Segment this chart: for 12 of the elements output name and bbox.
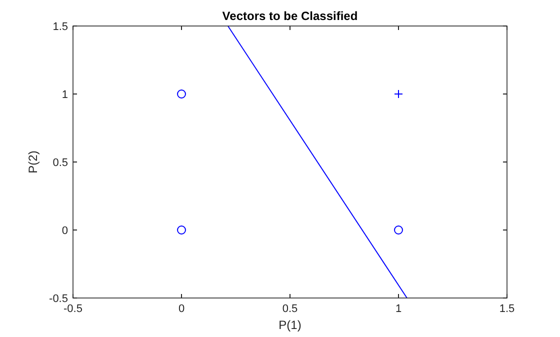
y-tick-label: 1 — [62, 89, 68, 101]
x-axis-title: P(1) — [278, 318, 302, 332]
x-tick-label: 1 — [395, 303, 402, 315]
x-tick-label: 0 — [178, 303, 185, 315]
x-tick-label: 1.5 — [499, 303, 515, 315]
y-tick-label: 0 — [62, 225, 68, 237]
y-axis-title: P(2) — [26, 150, 40, 174]
y-tick-label: 0.5 — [52, 157, 68, 169]
x-tick-label: 0.5 — [282, 303, 298, 315]
y-tick-label: -0.5 — [49, 293, 68, 305]
y-tick-label: 1.5 — [52, 21, 68, 33]
chart-title: Vectors to be Classified — [222, 9, 358, 23]
